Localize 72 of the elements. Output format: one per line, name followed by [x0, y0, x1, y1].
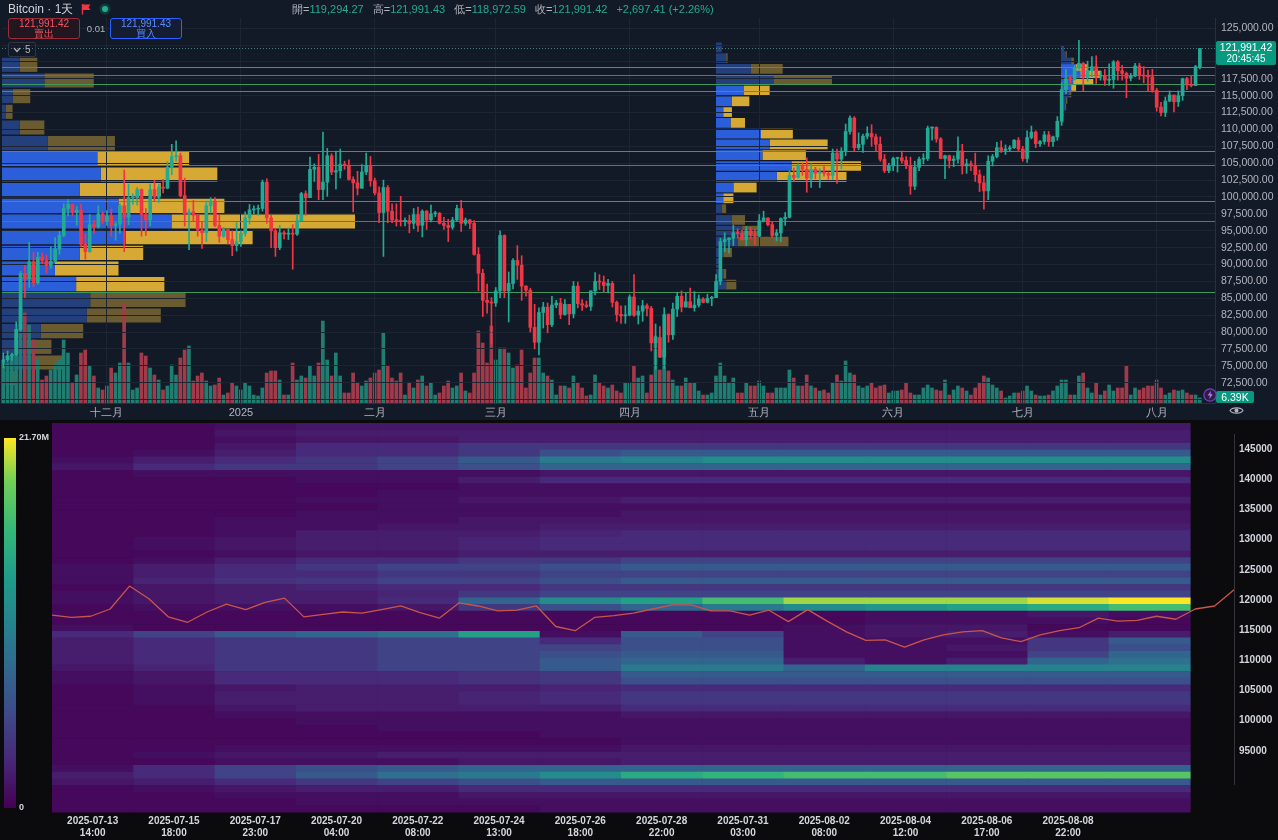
- y-tick-label: 87,500.00: [1221, 274, 1268, 287]
- y-tick-label: 112,500.00: [1221, 105, 1273, 118]
- x-tick-label: 五月: [748, 405, 771, 418]
- text: 高=121,991.43: [372, 2, 446, 15]
- x-tick-label: 2025-07-26 18:00: [554, 814, 607, 838]
- text: 收=121,991.42: [534, 2, 608, 15]
- y-tick-label: 75,000.00: [1221, 358, 1268, 371]
- chart-title: Bitcoin · 1天: [8, 1, 74, 17]
- x-tick-label: 2025-07-24 13:00: [473, 814, 526, 838]
- x-tick-label: 2025-08-02 08:00: [798, 814, 851, 838]
- annotation: 買入: [136, 27, 156, 39]
- y-tick-label: 92,500.00: [1221, 240, 1268, 253]
- color-bar-label: 0: [19, 802, 25, 813]
- buy-button: 121,991.43 買入: [110, 18, 182, 39]
- y-tick-label: 135000: [1239, 503, 1273, 515]
- y-tick-label: 72,500.00: [1221, 375, 1268, 388]
- color-bar-label: 21.70M: [19, 432, 50, 443]
- y-tick-label: 102,500.00: [1221, 173, 1274, 185]
- x-tick-label: 2025-08-06 17:00: [961, 814, 1013, 838]
- text: 開=119,294.27: [292, 2, 364, 15]
- annotation: 5: [25, 44, 31, 55]
- x-tick-label: 2025-07-31 03:00: [717, 814, 769, 838]
- y-tick-label: 110000: [1239, 654, 1273, 666]
- y-tick-label: 95000: [1239, 744, 1268, 756]
- y-tick-label: 125000: [1239, 563, 1273, 575]
- y-tick-label: 77,500.00: [1221, 341, 1268, 354]
- x-tick-label: 2025-08-04 12:00: [879, 814, 932, 838]
- x-tick-label: 2025-07-17 23:00: [229, 814, 282, 838]
- x-tick-label: 2025-07-22 08:00: [392, 814, 444, 838]
- x-tick-label: 七月: [1011, 405, 1034, 418]
- annotation: 0.01: [85, 23, 107, 34]
- y-tick-label: 82,500.00: [1221, 308, 1268, 321]
- y-tick-label: 125,000.00: [1221, 21, 1274, 34]
- x-tick-label: 十二月: [90, 405, 124, 418]
- text: +2,697.41 (+2.26%): [616, 3, 714, 15]
- y-tick-label: 100000: [1239, 714, 1273, 726]
- annotation: 賣出: [34, 27, 54, 39]
- y-tick-label: 120000: [1239, 593, 1273, 605]
- y-tick-label: 110,000.00: [1221, 122, 1273, 135]
- y-tick-label: 95,000.00: [1221, 223, 1268, 236]
- volume-tag: 6.39K: [1216, 391, 1254, 403]
- y-tick-label: 115000: [1239, 623, 1273, 635]
- y-tick-label: 105000: [1239, 684, 1273, 696]
- y-tick-label: 117,500.00: [1221, 71, 1273, 84]
- x-tick-label: 2025-07-13 14:00: [67, 814, 119, 838]
- toggle-button: 5: [8, 42, 36, 57]
- x-tick-label: 六月: [882, 405, 905, 418]
- x-tick-label: 2025-07-15 18:00: [148, 814, 200, 838]
- y-tick-label: 130000: [1239, 533, 1273, 545]
- annotation: 121,991.43: [120, 17, 172, 29]
- text: 低=118,972.59: [454, 2, 526, 15]
- price-tag: 121,991.42 20:45:45: [1216, 41, 1276, 65]
- x-tick-label: 2025: [228, 405, 254, 418]
- y-tick-label: 80,000.00: [1221, 324, 1268, 337]
- x-tick-label: 2025-07-28 22:00: [636, 814, 688, 838]
- x-tick-label: 四月: [618, 405, 641, 418]
- y-tick-label: 115,000.00: [1221, 88, 1273, 101]
- x-tick-label: 三月: [484, 405, 507, 418]
- y-tick-label: 140000: [1239, 473, 1273, 485]
- y-tick-label: 90,000.00: [1221, 257, 1268, 270]
- x-tick-label: 八月: [1145, 405, 1168, 418]
- y-tick-label: 97,500.00: [1221, 206, 1268, 219]
- y-tick-label: 107,500.00: [1221, 139, 1274, 152]
- annotation: 121,991.42: [18, 17, 70, 29]
- x-tick-label: 2025-08-08 22:00: [1042, 814, 1095, 838]
- y-tick-label: 100,000.00: [1221, 189, 1274, 202]
- y-tick-label: 145000: [1239, 442, 1273, 454]
- x-tick-label: 二月: [363, 405, 386, 418]
- x-tick-label: 2025-07-20 04:00: [310, 814, 363, 838]
- y-tick-label: 85,000.00: [1221, 291, 1268, 304]
- y-tick-label: 105,000.00: [1221, 156, 1274, 169]
- sell-button: 121,991.42 賣出: [8, 18, 80, 39]
